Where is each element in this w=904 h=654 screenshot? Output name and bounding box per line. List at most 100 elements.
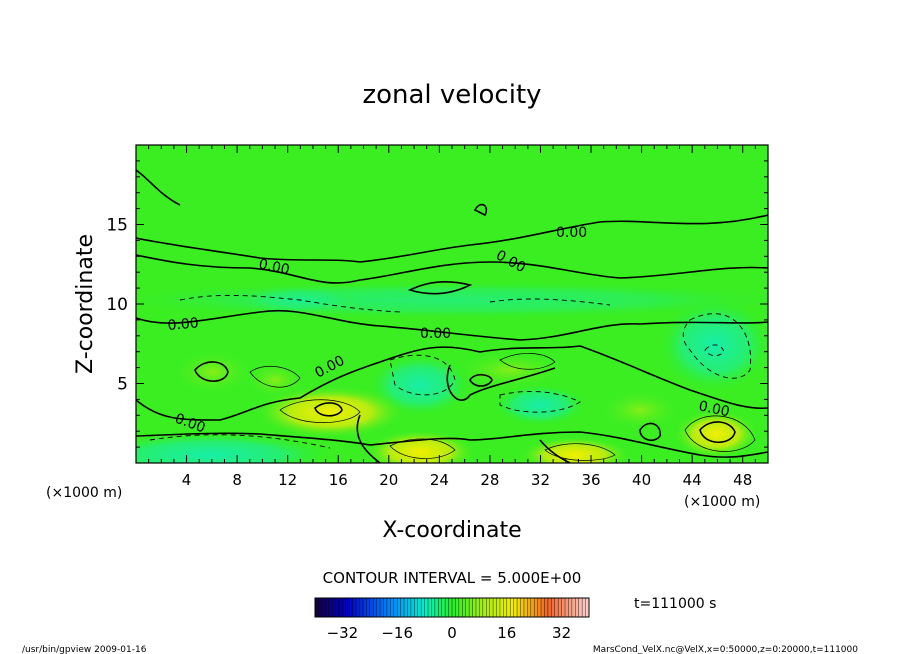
positive-contour [499,353,556,370]
colorbar-cell [428,598,432,617]
zero-contour [699,421,736,444]
colorbar-cell [332,598,336,617]
colorbar-cell [335,598,340,617]
colorbar-cell [431,598,436,617]
colorbar-cell [482,598,487,617]
colorbar-cell [578,598,583,617]
contour-label: 0.00 [420,326,451,342]
footer-left: /usr/bin/gpview 2009-01-16 [22,645,147,654]
colorbar-cell [561,598,566,617]
colorbar-cell [520,598,525,617]
zero-contour [446,364,556,401]
colorbar-cell [352,598,357,617]
colorbar-cell [373,598,377,617]
plot-area: 0.00 0.00 0.00 0.00 0.00 0.00 0.00 0.00 [136,145,768,463]
colorbar-cell [338,598,343,617]
colorbar-tick-label: 16 [497,624,516,642]
positive-contour [544,443,616,461]
field-yellow-patch [600,390,680,430]
colorbar-cell [530,598,535,617]
colorbar-cell [544,598,549,617]
x-tick-label: 8 [232,471,242,489]
colorbar-cell [510,598,514,617]
colorbar-cell [527,598,532,617]
x-tick-label: 44 [683,471,702,489]
colorbar-cell [366,598,371,617]
zero-contour [407,280,473,295]
contour-label: 0.00 [167,315,199,334]
colorbar-cell [393,598,398,617]
colorbar-cell [493,598,497,617]
colorbar-cell [325,598,329,617]
field-yellow-patch [455,352,565,388]
x-tick-label: 48 [733,471,752,489]
contour-label: 0.00 [556,225,587,241]
colorbar-cell [472,598,477,617]
x-axis: 4 8 12 16 20 24 28 32 36 40 44 48 [148,145,756,489]
colorbar-cell [438,598,443,617]
negative-contour [389,354,456,396]
x-tick-label: 4 [182,471,192,489]
colorbar-cell [513,598,518,617]
contours [136,169,768,463]
field-cyan-patch [495,385,585,425]
colorbar-cell [414,598,419,617]
colorbar-tick-label: −16 [381,624,413,642]
positive-contour [279,399,361,423]
zero-contour [136,169,181,206]
zero-contour [314,402,343,417]
contour-interval-text: CONTOUR INTERVAL = 5.000E+00 [323,569,582,587]
colorbar-cell [321,598,326,617]
colorbar-cell [390,598,395,617]
colorbar-cell [534,598,538,617]
colorbar-cell [452,598,456,617]
colorbar-cell [465,598,470,617]
colorbar-cell [397,598,401,617]
zero-contour [473,203,488,217]
colorbar-cell [479,598,484,617]
negative-contour [499,391,581,413]
colorbar-cell [582,598,586,617]
field-cyan-patch [136,433,330,463]
colorbar-cell [445,598,449,617]
negative-contour [489,298,611,306]
colorbar-cell [462,598,466,617]
y-axis-label: Z-coordinate [73,234,98,374]
colorbar-cell [565,598,569,617]
colorbar-cell [523,598,528,617]
x-tick-label: 20 [379,471,398,489]
x-unit-right: (×1000 m) [684,494,760,510]
positive-contour [389,438,456,459]
dashed-contours [149,294,752,449]
colorbar-cell [407,598,412,617]
colorbar-cell [328,598,333,617]
y-tick-label: 15 [106,216,128,236]
colorbar-cell [458,598,463,617]
colorbar-cell [469,598,473,617]
colorbar-cell [448,598,453,617]
colorbar-cell [349,598,353,617]
x-tick-label: 40 [632,471,651,489]
colorbar-tick-label: −32 [327,624,359,642]
x-axis-label: X-coordinate [382,518,521,543]
colorbar-tick-label: 32 [552,624,571,642]
colorbar-cell [386,598,391,617]
zero-contour [136,309,768,341]
colorbar-cell [441,598,446,617]
colorbar-cell [585,598,590,617]
colorbar-cell [503,598,508,617]
colorbar-cell [315,598,319,617]
colorbar-cell [434,598,439,617]
field-yellow-patch [520,437,630,463]
y-axis: 5 10 15 [106,160,768,448]
colorbar-cell [342,598,347,617]
time-label: t=111000 s [634,596,716,612]
colorbar-cell [475,598,480,617]
negative-contour [682,313,752,379]
zero-contour [194,361,229,382]
field-yellow-patch [245,362,305,398]
x-tick-label: 24 [430,471,449,489]
chart-title: zonal velocity [362,80,541,110]
colorbar-cell [369,598,374,617]
colorbar-cell [400,598,405,617]
